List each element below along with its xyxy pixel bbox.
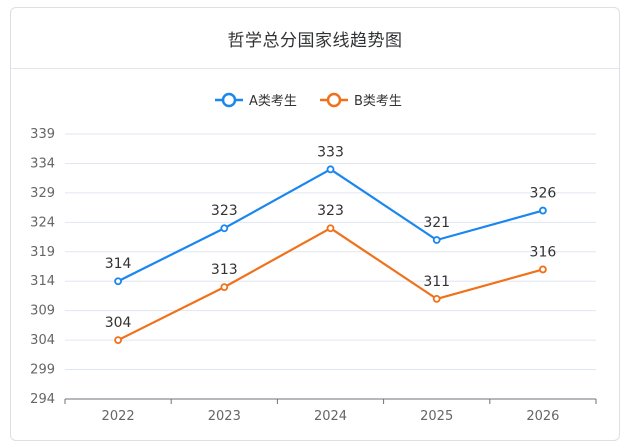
data-label: 311: [423, 274, 450, 290]
data-point: [114, 277, 122, 286]
x-tick-label: 2024: [314, 409, 347, 424]
legend-label: B类考生: [354, 94, 402, 109]
y-tick-label: 299: [30, 363, 55, 378]
y-tick-label: 314: [30, 274, 55, 289]
y-tick-label: 319: [30, 245, 55, 260]
y-tick-label: 294: [30, 392, 55, 407]
data-point: [432, 236, 441, 244]
card-header: 哲学总分国家线趋势图: [11, 8, 619, 69]
data-label: 323: [211, 203, 238, 219]
legend-marker-icon: [326, 92, 342, 108]
data-point: [220, 283, 229, 292]
y-tick-label: 309: [30, 304, 55, 319]
y-tick-label: 304: [30, 333, 55, 348]
x-tick-label: 2025: [420, 409, 453, 424]
data-label: 323: [317, 203, 344, 219]
data-point: [326, 224, 335, 233]
y-tick-label: 334: [30, 156, 55, 171]
data-label: 333: [317, 144, 344, 160]
legend-marker-icon: [221, 92, 237, 108]
data-point: [539, 206, 547, 215]
y-tick-label: 329: [30, 186, 55, 201]
x-tick-label: 2026: [526, 409, 559, 424]
data-point: [114, 336, 122, 345]
legend-label: A类考生: [249, 94, 297, 109]
data-label: 314: [105, 256, 132, 272]
data-label: 304: [105, 315, 132, 331]
data-point: [220, 224, 229, 233]
data-point: [432, 294, 441, 303]
data-label: 316: [530, 244, 557, 260]
chart-card: 哲学总分国家线趋势图: [10, 7, 620, 441]
data-label: 313: [211, 262, 238, 278]
x-tick-label: 2022: [102, 409, 135, 424]
data-point: [539, 265, 547, 274]
data-label: 326: [530, 186, 557, 202]
data-label: 321: [423, 215, 450, 231]
y-tick-label: 339: [30, 127, 55, 142]
data-point: [326, 165, 335, 174]
chart-title: 哲学总分国家线趋势图: [227, 30, 403, 51]
x-tick-label: 2023: [208, 409, 241, 424]
y-tick-label: 324: [30, 215, 55, 230]
series-line: [117, 227, 544, 342]
